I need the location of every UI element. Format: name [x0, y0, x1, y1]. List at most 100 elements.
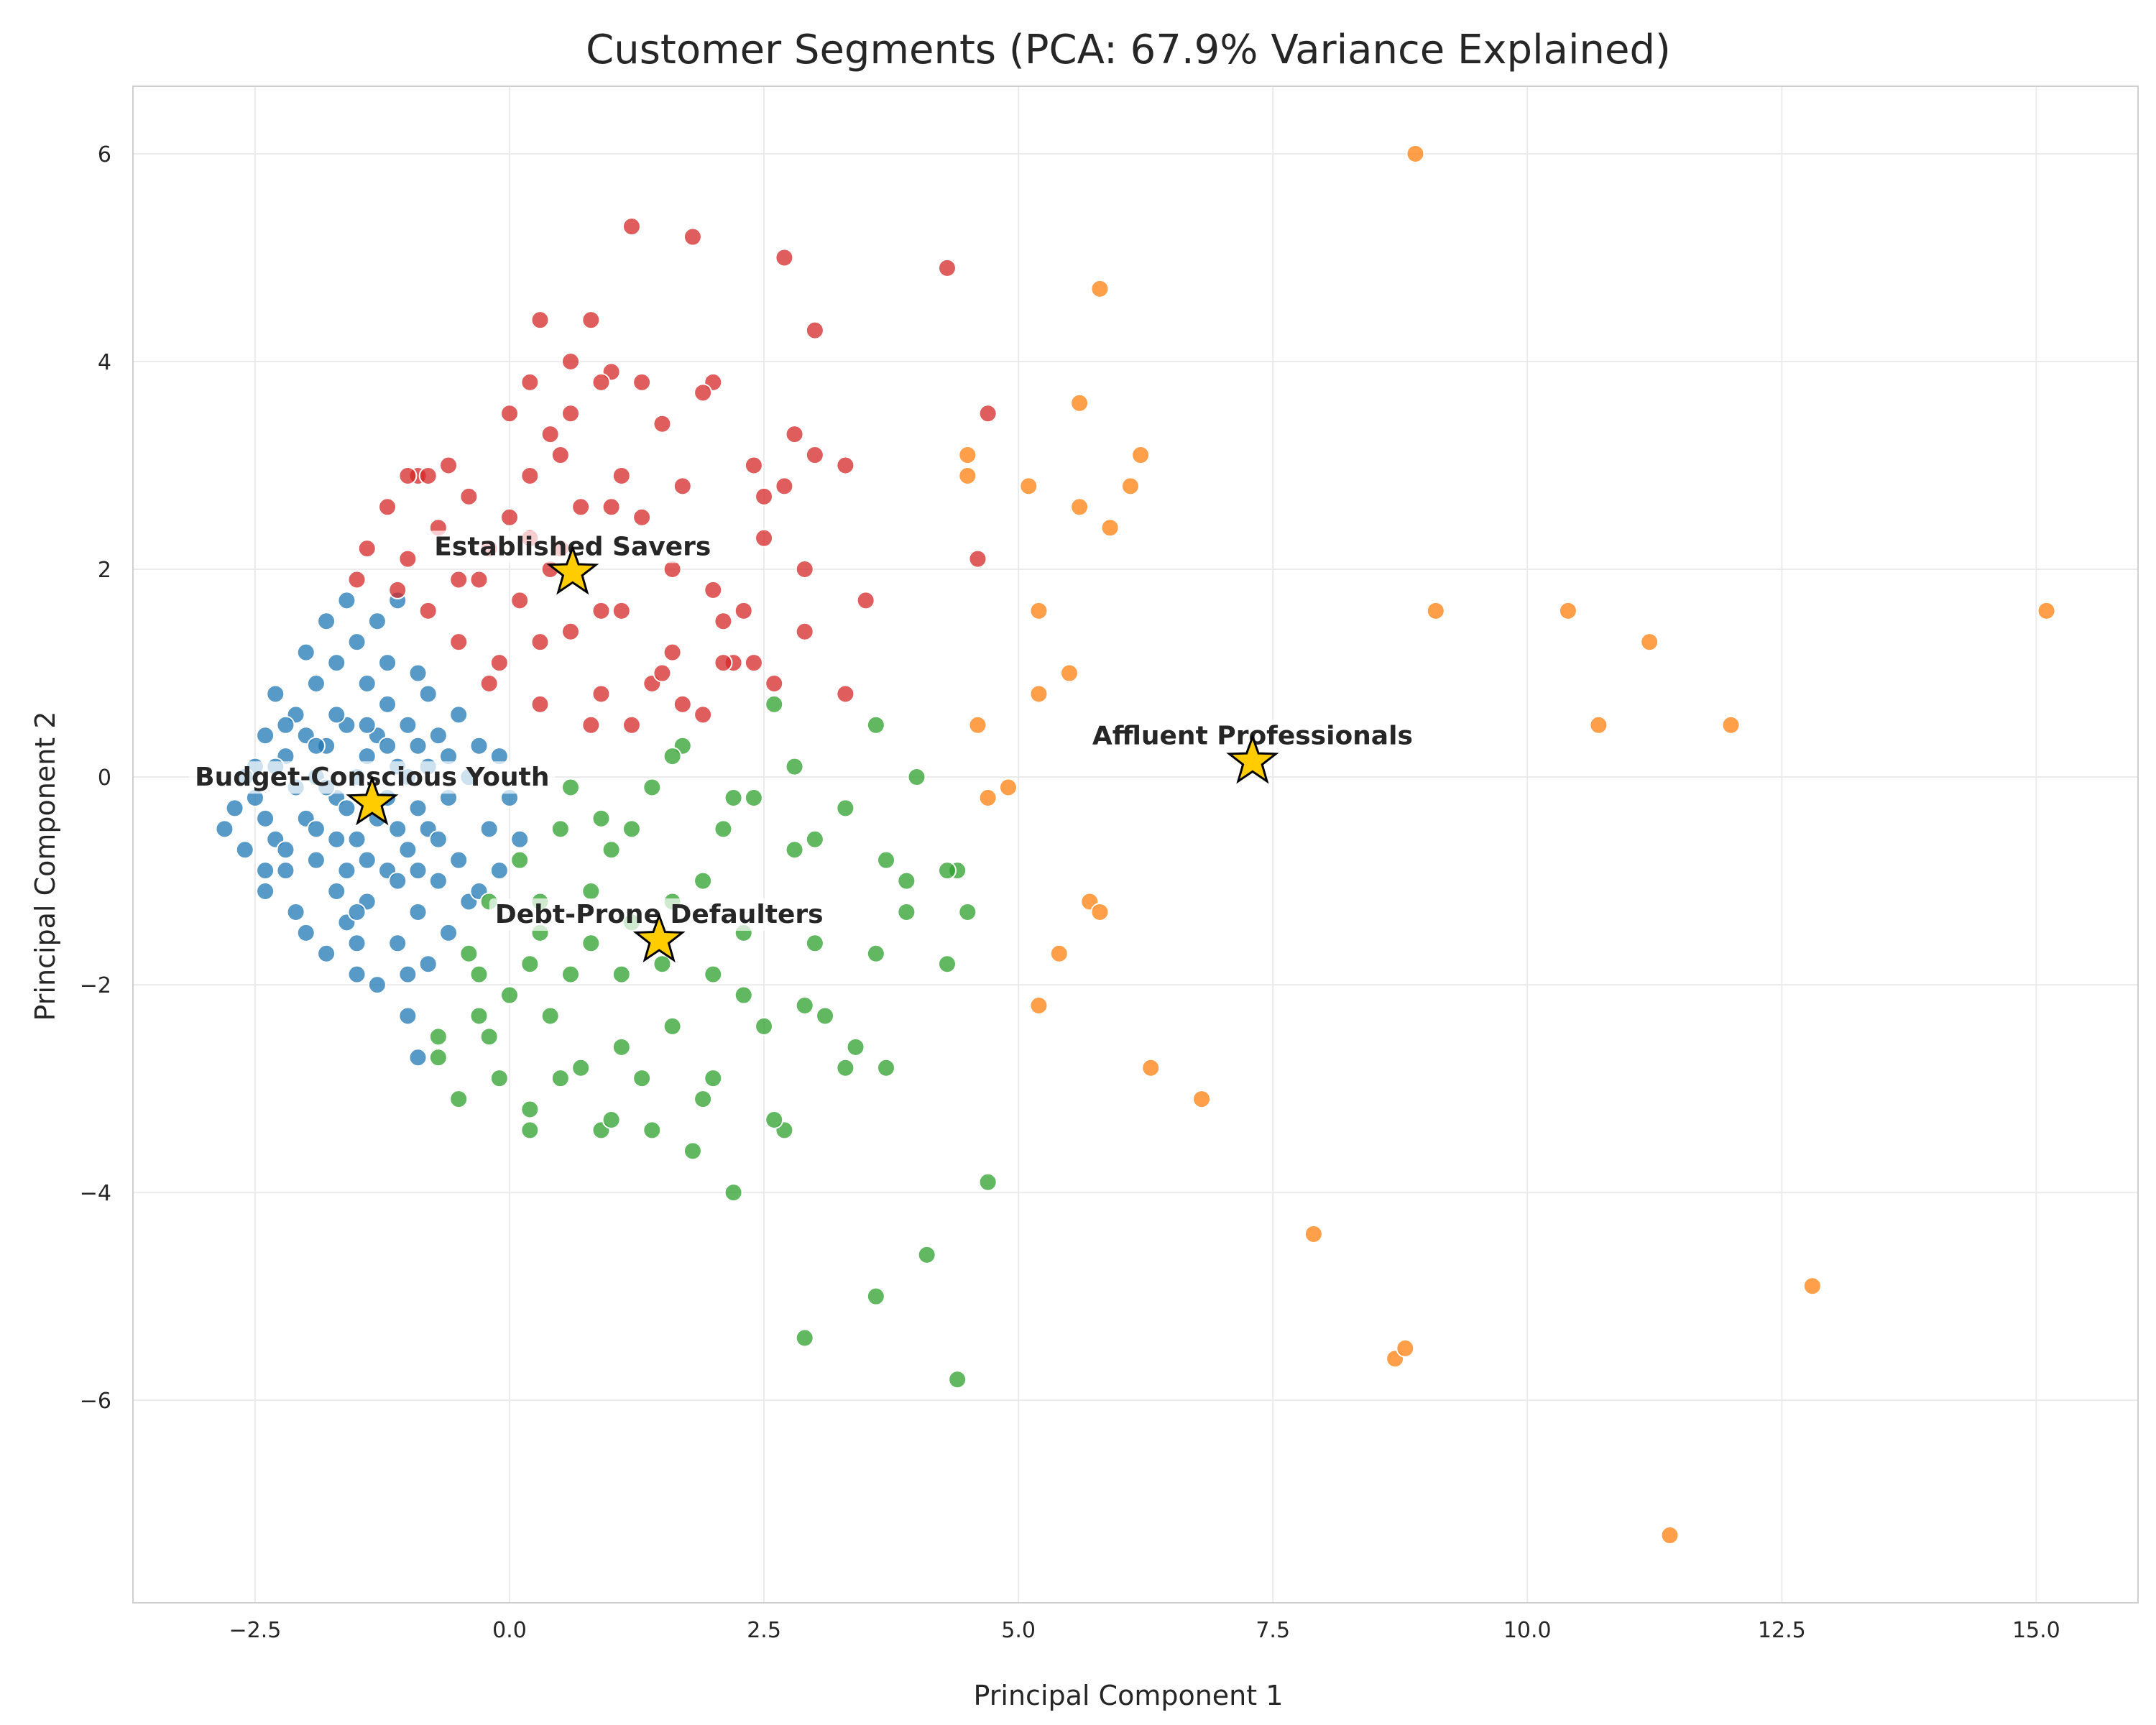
data-point — [469, 736, 489, 755]
data-point — [836, 1058, 855, 1077]
x-tick-label: 7.5 — [1256, 1618, 1290, 1643]
data-point — [663, 560, 682, 579]
data-point — [1721, 715, 1741, 735]
x-tick-label: 12.5 — [1758, 1618, 1806, 1643]
data-point — [520, 1121, 540, 1140]
data-point — [408, 861, 428, 880]
data-point — [836, 799, 855, 818]
data-point — [449, 570, 469, 589]
data-point — [378, 736, 397, 755]
data-point — [856, 591, 875, 610]
y-axis-ticks: −6 −4 −2 0 2 4 6 — [80, 142, 111, 1414]
data-point — [1406, 144, 1425, 163]
data-point — [612, 466, 631, 485]
data-point — [653, 954, 672, 974]
data-point — [296, 643, 315, 662]
data-point — [612, 965, 631, 984]
data-point — [744, 788, 763, 807]
data-point — [704, 1069, 723, 1088]
data-point — [673, 694, 692, 714]
data-point — [469, 570, 489, 589]
x-tick-label: 2.5 — [747, 1618, 781, 1643]
data-point — [276, 840, 295, 860]
data-point — [439, 923, 459, 942]
data-point — [632, 372, 652, 392]
data-point — [663, 747, 682, 766]
data-point — [378, 653, 397, 673]
data-point — [805, 321, 824, 340]
data-point — [306, 736, 326, 755]
data-point — [256, 882, 275, 901]
data-point — [805, 446, 824, 465]
data-point — [520, 466, 540, 485]
data-point — [642, 778, 662, 797]
data-point — [561, 404, 580, 423]
data-point — [327, 653, 346, 673]
data-point — [877, 1058, 896, 1077]
data-point — [1660, 1526, 1680, 1545]
data-point — [694, 705, 713, 724]
centroid-star-icon — [632, 912, 686, 963]
data-point — [866, 715, 885, 735]
data-point — [347, 829, 367, 849]
data-point — [581, 934, 601, 953]
data-point — [266, 684, 285, 704]
data-point — [337, 799, 356, 818]
data-point — [836, 684, 855, 704]
y-tick-label: 2 — [98, 558, 111, 583]
data-point — [1029, 996, 1049, 1016]
x-tick-label: −2.5 — [229, 1618, 282, 1643]
data-point — [256, 726, 275, 745]
data-point — [500, 985, 520, 1005]
data-point — [408, 799, 428, 818]
data-point — [306, 819, 326, 839]
data-point — [1141, 1058, 1161, 1077]
y-tick-label: −6 — [80, 1389, 111, 1414]
data-point — [439, 456, 459, 475]
data-point — [306, 673, 326, 693]
centroid-star-icon — [1226, 734, 1279, 784]
data-point — [388, 871, 407, 891]
data-point — [276, 861, 295, 880]
data-point — [1029, 601, 1049, 620]
data-point — [591, 809, 611, 828]
x-tick-label: 10.0 — [1503, 1618, 1552, 1643]
data-point — [347, 902, 367, 921]
data-point — [550, 819, 570, 839]
data-point — [2037, 601, 2056, 620]
data-point — [978, 788, 998, 807]
data-point — [540, 1006, 560, 1026]
data-point — [388, 580, 407, 599]
data-point — [714, 819, 733, 839]
data-point — [683, 1141, 702, 1161]
data-point — [795, 1328, 814, 1348]
data-point — [1426, 601, 1445, 620]
data-point — [632, 1069, 652, 1088]
data-point — [418, 954, 438, 974]
cluster-0-points — [215, 591, 530, 1067]
data-point — [1049, 944, 1069, 963]
data-point — [1589, 715, 1608, 735]
data-point — [215, 819, 234, 839]
data-point — [602, 1110, 621, 1129]
y-tick-label: 6 — [98, 142, 111, 167]
data-point — [968, 549, 987, 569]
data-point — [327, 882, 346, 901]
data-point — [937, 258, 957, 277]
data-point — [877, 850, 896, 870]
data-point — [704, 965, 723, 984]
data-point — [958, 466, 977, 485]
data-point — [897, 902, 916, 921]
data-point — [581, 882, 601, 901]
data-point — [500, 404, 520, 423]
data-point — [327, 705, 346, 724]
data-point — [591, 372, 611, 392]
data-point — [520, 372, 540, 392]
y-axis-title: Principal Component 2 — [29, 712, 61, 1021]
data-point — [683, 227, 702, 247]
cluster-1-points — [347, 217, 998, 735]
data-point — [724, 788, 743, 807]
data-point — [1059, 663, 1079, 683]
data-point — [998, 778, 1018, 797]
